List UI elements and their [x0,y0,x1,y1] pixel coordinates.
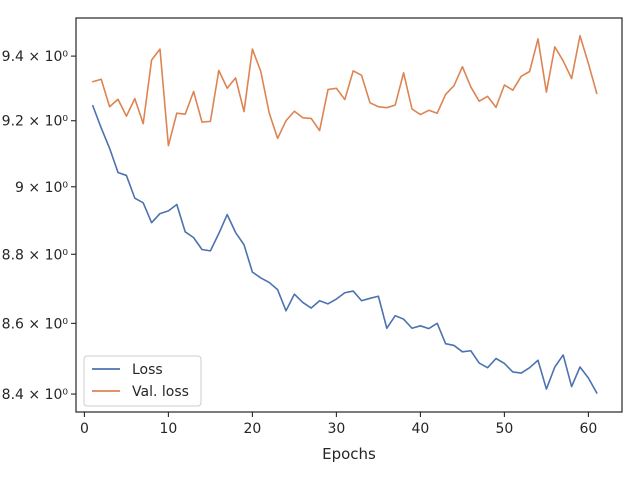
x-tick-label: 50 [495,421,513,437]
y-tick-label: 8.8 × 10⁰ [2,247,69,263]
x-tick-label: 30 [327,421,345,437]
y-tick-label: 9.4 × 10⁰ [2,49,69,65]
axes-frame [75,17,623,413]
y-tick-label: 8.6 × 10⁰ [2,316,69,332]
legend-label: Val. loss [132,384,189,400]
x-tick-label: 0 [80,421,89,437]
x-tick-label: 20 [243,421,261,437]
y-tick-label: 9.2 × 10⁰ [2,114,69,130]
y-tick-label: 9 × 10⁰ [15,180,68,196]
x-tick-label: 40 [411,421,429,437]
y-tick-label: 8.4 × 10⁰ [2,387,69,403]
x-tick-label: 10 [159,421,177,437]
x-tick-label: 60 [579,421,597,437]
series-line-2 [92,34,598,147]
series-line-1 [92,104,598,394]
x-axis-label: Epochs [322,445,376,463]
legend-label: Loss [132,362,163,378]
